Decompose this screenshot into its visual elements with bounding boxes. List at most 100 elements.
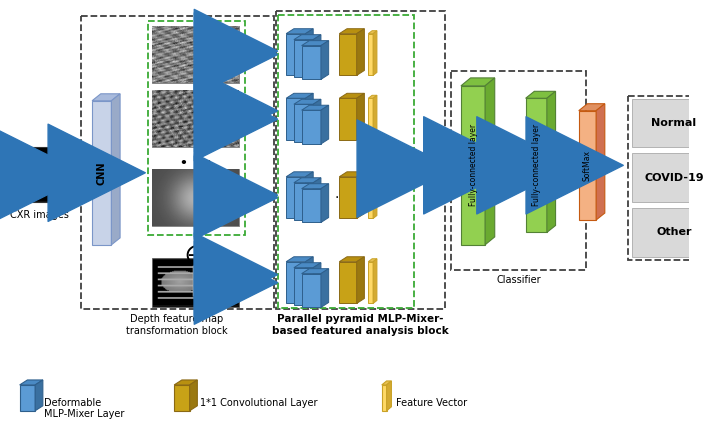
Polygon shape [294, 183, 313, 221]
Polygon shape [294, 263, 321, 268]
Polygon shape [373, 259, 377, 303]
Text: CXR images: CXR images [9, 210, 69, 220]
Polygon shape [368, 95, 377, 98]
Polygon shape [368, 31, 377, 34]
Text: Parallel pyramid MLP-Mixer-
based featured analysis block: Parallel pyramid MLP-Mixer- based featur… [272, 314, 448, 336]
Polygon shape [302, 184, 329, 189]
Polygon shape [313, 263, 321, 306]
Polygon shape [313, 178, 321, 221]
Polygon shape [339, 177, 357, 218]
Polygon shape [547, 91, 556, 232]
Polygon shape [339, 93, 365, 98]
Polygon shape [302, 274, 321, 307]
Text: · · ·: · · · [418, 162, 440, 176]
Polygon shape [313, 35, 321, 78]
Polygon shape [286, 257, 313, 262]
Polygon shape [368, 98, 373, 140]
Polygon shape [368, 177, 373, 218]
Text: Feature Vector: Feature Vector [396, 398, 467, 408]
Polygon shape [578, 104, 605, 111]
Polygon shape [20, 385, 35, 411]
Polygon shape [286, 93, 313, 98]
Polygon shape [302, 105, 329, 110]
Text: Deformable
MLP-Mixer Layer: Deformable MLP-Mixer Layer [44, 398, 124, 419]
FancyBboxPatch shape [632, 153, 708, 202]
Polygon shape [357, 172, 365, 218]
Polygon shape [382, 381, 392, 385]
Text: Normal: Normal [651, 118, 697, 128]
Polygon shape [387, 381, 392, 411]
Polygon shape [357, 93, 365, 140]
Polygon shape [302, 110, 321, 144]
FancyBboxPatch shape [632, 99, 708, 147]
FancyBboxPatch shape [152, 258, 239, 307]
Polygon shape [35, 380, 43, 411]
Polygon shape [286, 98, 305, 140]
Polygon shape [368, 34, 373, 75]
Polygon shape [525, 91, 556, 98]
Polygon shape [294, 40, 313, 78]
Text: Fully-connected layer: Fully-connected layer [532, 124, 541, 206]
Polygon shape [339, 29, 365, 34]
Polygon shape [302, 46, 321, 79]
Polygon shape [294, 104, 313, 142]
Polygon shape [286, 29, 313, 34]
Text: COVID-19: COVID-19 [644, 173, 704, 183]
Polygon shape [339, 34, 357, 75]
Polygon shape [357, 29, 365, 75]
Polygon shape [357, 257, 365, 303]
Polygon shape [190, 380, 198, 411]
Text: Fully-connected layer: Fully-connected layer [469, 124, 477, 206]
FancyBboxPatch shape [632, 208, 708, 257]
Polygon shape [368, 259, 377, 262]
Polygon shape [339, 262, 357, 303]
Polygon shape [92, 101, 111, 245]
Polygon shape [525, 98, 547, 232]
Text: CNN: CNN [97, 161, 107, 184]
Text: Depth feature map
transformation block: Depth feature map transformation block [126, 314, 228, 336]
Polygon shape [368, 262, 373, 303]
Polygon shape [321, 184, 329, 222]
Polygon shape [368, 174, 377, 177]
Polygon shape [321, 41, 329, 79]
Text: $\bigoplus$: $\bigoplus$ [185, 243, 208, 267]
Polygon shape [302, 41, 329, 46]
Polygon shape [485, 78, 495, 245]
Polygon shape [305, 93, 313, 140]
Polygon shape [294, 99, 321, 104]
Polygon shape [286, 34, 305, 75]
Polygon shape [305, 257, 313, 303]
Polygon shape [373, 174, 377, 218]
Polygon shape [302, 269, 329, 274]
Polygon shape [286, 172, 313, 177]
Polygon shape [92, 94, 120, 101]
Polygon shape [339, 172, 365, 177]
Polygon shape [174, 380, 198, 385]
Polygon shape [305, 29, 313, 75]
Polygon shape [373, 31, 377, 75]
Polygon shape [373, 95, 377, 140]
Polygon shape [286, 177, 305, 218]
Polygon shape [294, 268, 313, 306]
Text: SoftMax: SoftMax [583, 150, 592, 181]
Polygon shape [339, 98, 357, 140]
Polygon shape [461, 78, 495, 86]
Polygon shape [294, 178, 321, 183]
Polygon shape [111, 94, 120, 245]
Polygon shape [339, 257, 365, 262]
Polygon shape [321, 269, 329, 307]
Polygon shape [20, 380, 43, 385]
Text: 1*1 Convolutional Layer: 1*1 Convolutional Layer [200, 398, 318, 408]
Polygon shape [382, 385, 387, 411]
Polygon shape [305, 172, 313, 218]
Polygon shape [596, 104, 605, 220]
Text: Classifier: Classifier [496, 275, 541, 285]
Polygon shape [313, 99, 321, 142]
Polygon shape [294, 35, 321, 40]
FancyBboxPatch shape [10, 147, 68, 202]
Polygon shape [302, 189, 321, 222]
Text: · · ·: · · · [335, 191, 357, 204]
Text: Other: Other [656, 228, 692, 238]
Polygon shape [174, 385, 190, 411]
Polygon shape [461, 86, 485, 245]
